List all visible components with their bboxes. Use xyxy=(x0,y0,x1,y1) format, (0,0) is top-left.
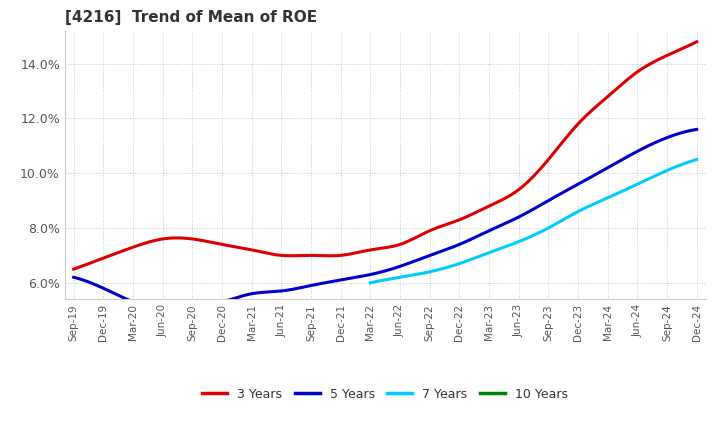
7 Years xyxy=(366,280,374,286)
7 Years xyxy=(662,168,670,173)
7 Years xyxy=(367,280,376,285)
7 Years xyxy=(693,157,701,162)
7 Years xyxy=(559,217,568,222)
Line: 7 Years: 7 Years xyxy=(370,160,697,283)
3 Years xyxy=(634,69,643,74)
5 Years xyxy=(440,247,449,253)
7 Years xyxy=(560,216,569,221)
Line: 3 Years: 3 Years xyxy=(73,42,697,269)
7 Years xyxy=(641,178,649,183)
5 Years xyxy=(69,275,78,280)
Line: 5 Years: 5 Years xyxy=(73,129,697,310)
3 Years xyxy=(438,223,447,228)
5 Years xyxy=(163,308,172,313)
3 Years xyxy=(69,267,78,272)
5 Years xyxy=(636,147,645,152)
5 Years xyxy=(453,243,462,248)
5 Years xyxy=(71,275,80,280)
5 Years xyxy=(442,247,451,252)
7 Years xyxy=(566,213,575,219)
3 Years xyxy=(693,39,701,44)
Legend: 3 Years, 5 Years, 7 Years, 10 Years: 3 Years, 5 Years, 7 Years, 10 Years xyxy=(197,383,573,406)
3 Years xyxy=(451,219,459,224)
Text: [4216]  Trend of Mean of ROE: [4216] Trend of Mean of ROE xyxy=(65,11,317,26)
3 Years xyxy=(71,266,80,271)
5 Years xyxy=(693,127,701,132)
5 Years xyxy=(597,169,606,174)
3 Years xyxy=(595,102,603,107)
3 Years xyxy=(440,223,449,228)
